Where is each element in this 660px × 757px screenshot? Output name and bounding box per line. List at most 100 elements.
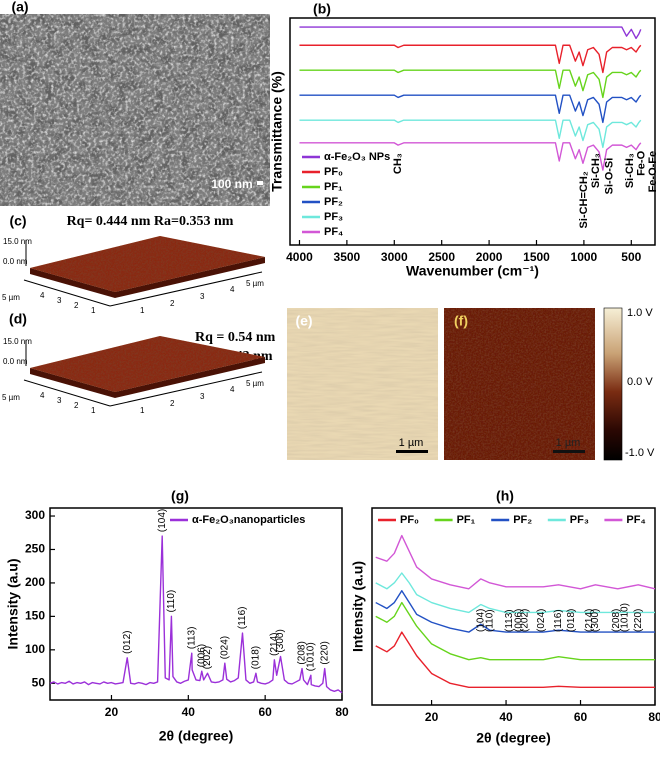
x-tick-label: 500 [621,250,641,264]
axis-extent: 5 µm [246,279,264,288]
x-tick-label: 3000 [381,250,408,264]
afm-edge [30,257,265,298]
scale-bar [553,450,585,453]
x-tick-label: 3500 [334,250,361,264]
scale-label: 100 nm [211,177,252,191]
axis-tick: 2 [74,301,79,310]
legend-label: PF₃ [324,211,343,223]
panel-label: (e) [295,313,312,329]
afm-edge [30,357,265,398]
plot-frame [289,17,656,246]
scale-label: 1 µm [399,437,424,449]
annotation: (113) [504,609,515,632]
annotation: Fe-O-Fe [647,151,659,193]
axis-extent: 5 µm [2,393,20,402]
legend-label: PF₂ [324,196,343,208]
axis [109,371,263,407]
x-tick-label: 60 [258,705,272,719]
annotation: Si-CH=CH₂ [578,171,590,228]
annotation: Si-CH₃ [624,153,636,188]
legend-label: PF₄ [626,514,645,526]
axis-tick: 4 [230,385,235,394]
x-tick-label: 20 [425,710,439,724]
axis-tick: 3 [200,392,205,401]
colorbar-label: 1.0 V [627,307,653,319]
sem-texture [0,14,270,206]
legend-label: PF₁ [324,181,343,193]
axis-tick: 2 [74,401,79,410]
annotation: CH₃ [392,153,404,174]
annotation: (202) [519,609,530,632]
annotation: (104) [157,509,168,532]
legend-label: PF₃ [570,514,589,526]
axis [23,379,111,407]
x-tick-label: 40 [499,710,513,724]
colorbar-label: 0.0 V [627,376,653,388]
axis-tick: 3 [200,292,205,301]
y-tick-label: 250 [25,542,45,556]
panel-label: (c) [9,213,26,229]
axis-extent: 5 µm [2,293,20,302]
x-tick-label: 60 [574,710,588,724]
axis-tick: 3 [57,396,62,405]
z-label: 15.0 nm [3,337,32,346]
series-line [299,69,642,99]
y-axis-title: Intensity (a.u) [350,561,366,652]
panel-label: (f) [454,313,468,329]
afm-surface [30,236,265,292]
z-label: 0.0 nm [3,257,28,266]
annotation: (018) [251,646,262,669]
x-tick-label: 2000 [476,250,503,264]
kpfm-map [287,308,438,460]
series-line [375,572,655,614]
series-line [375,601,655,661]
x-tick-label: 1000 [571,250,598,264]
legend-label: PF₀ [400,514,419,526]
panel-label: (a) [11,0,28,15]
annotation: (006) [514,609,525,632]
axis-tick: 4 [230,285,235,294]
y-tick-label: 150 [25,609,45,623]
annotation: (208) [611,609,622,632]
legend-label: PF₂ [513,514,532,526]
series-line [375,590,655,633]
afm-surface [30,336,265,392]
x-tick-label: 4000 [286,250,313,264]
plot-frame [371,507,656,706]
y-tick-label: 50 [32,675,46,689]
panel-label: (b) [313,1,331,17]
axis-tick: 2 [170,299,175,308]
annotation: (220) [633,609,644,632]
colorbar [603,307,623,461]
annotation: (220) [319,641,330,664]
series-line [299,119,642,149]
panel-label: (d) [9,311,27,327]
axis-tick: 4 [40,391,45,400]
annotation: (110) [166,590,177,613]
axis-tick: 3 [57,296,62,305]
annotation: (116) [237,606,248,629]
annotation: (202) [202,646,213,669]
roughness-caption: Rq = 0.54 nm [195,330,276,345]
axis [23,279,111,307]
sem-panel: (a) 100 nm [0,0,270,206]
axis-tick: 1 [91,406,96,415]
x-tick-label: 80 [335,705,349,719]
annotation: (1010) [306,642,317,671]
series-line [375,631,655,688]
annotation: (214) [584,609,595,632]
axis [109,271,263,307]
y-tick-label: 300 [25,508,45,522]
series-line [299,142,642,171]
annotation: (012) [122,630,133,653]
afm-panel: (c) Rq= 0.444 nm Ra=0.353 nm 15.0 nm 0.0… [2,213,265,315]
annotation: (300) [590,609,601,632]
annotation: (110) [484,609,495,632]
axis-tick: 4 [40,291,45,300]
y-tick-label: 100 [25,642,45,656]
kpfm-panel: (e) 1 µm (f) 1 µm 1.0 V 0.0 V -1.0 V [287,307,655,461]
series-line [49,535,343,694]
x-axis-title: 2θ (degree) [159,728,233,744]
z-label: 0.0 nm [3,357,28,366]
